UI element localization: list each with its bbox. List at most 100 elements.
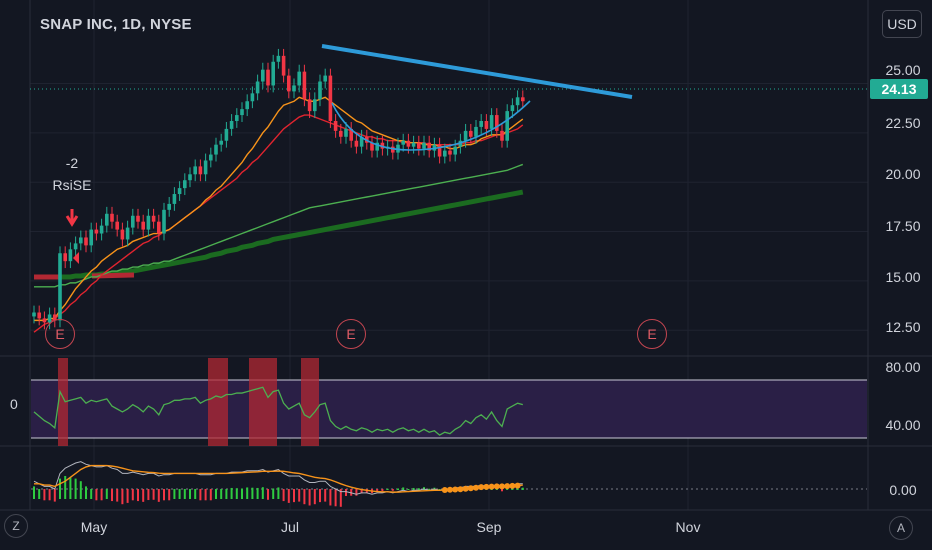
candle-body (167, 203, 171, 210)
macd-histogram-bar (209, 489, 212, 501)
candle-body (463, 130, 468, 141)
macd-histogram-bar (495, 489, 498, 490)
candle-body (32, 312, 36, 317)
candle-body (281, 55, 286, 76)
candle-body (250, 93, 255, 102)
candle-body (375, 142, 379, 151)
candle-body (79, 237, 83, 244)
sma-slow-line (34, 189, 524, 280)
candle-body (510, 105, 515, 112)
macd-histogram-bar (168, 489, 171, 501)
rsi-tick-label: 40.00 (885, 417, 921, 433)
candle-body (115, 221, 119, 230)
rsi-tick-label: 80.00 (885, 359, 921, 375)
last-price-tag: 24.13 (870, 79, 928, 99)
macd-histogram-bar (152, 489, 155, 500)
candle-body (443, 150, 447, 157)
candle-body (157, 221, 161, 234)
macd-histogram-bar (142, 489, 145, 502)
macd-histogram-bar (189, 489, 191, 499)
candle-body (99, 225, 104, 234)
candle-body (354, 140, 359, 147)
candle-body (245, 101, 249, 110)
macd-histogram-bar (407, 489, 410, 490)
y-tick-label: 17.50 (885, 218, 921, 234)
earnings-marker[interactable]: E (637, 319, 667, 349)
macd-marker (483, 483, 490, 490)
rsi-overbought-highlight (58, 358, 68, 446)
macd-histogram-bar (147, 489, 150, 501)
candle-body (500, 130, 504, 141)
cup-arc (331, 100, 531, 151)
macd-histogram-bar (178, 489, 181, 499)
candle-body (448, 150, 452, 155)
candle-body (328, 75, 333, 121)
zoom-toggle-button[interactable]: Z (4, 514, 28, 538)
macd-histogram-bar (131, 489, 134, 501)
candle-body (193, 166, 197, 175)
y-tick-label: 25.00 (885, 62, 921, 78)
macd-histogram-bar (256, 487, 259, 499)
macd-histogram-bar (163, 489, 165, 501)
candle-body (224, 128, 229, 141)
candle-body (53, 314, 57, 321)
candle-body (401, 140, 405, 145)
pane-separators (0, 0, 932, 511)
macd-marker (441, 487, 448, 494)
candle-body (58, 253, 62, 321)
macd-histogram-bar (246, 487, 249, 499)
y-tick-label: 22.50 (885, 115, 921, 131)
macd-histogram-bar (33, 486, 35, 499)
macd-histogram-bar (116, 489, 119, 502)
macd-histogram-bar (303, 489, 306, 505)
candle-body (110, 213, 114, 222)
candle-body (198, 166, 203, 175)
auto-scale-button[interactable]: A (889, 516, 913, 540)
macd-histogram-bar (319, 489, 321, 503)
candle-body (495, 115, 499, 131)
candle-body (411, 142, 416, 147)
candle-body (203, 160, 208, 175)
macd-histogram-bar (183, 489, 186, 499)
macd-histogram-bar (339, 489, 342, 507)
candle-body (339, 130, 343, 137)
macd-histogram-bar (173, 489, 176, 499)
earnings-marker[interactable]: E (45, 319, 75, 349)
candle-body (63, 253, 67, 262)
macd-histogram-bar (345, 489, 347, 496)
candle-body (68, 249, 73, 262)
macd-marker (509, 482, 516, 489)
macd-histogram-bar (215, 489, 217, 499)
annotation-value: -2 (65, 155, 79, 171)
candle-body (94, 229, 99, 234)
macd-histogram-bar (381, 489, 384, 492)
macd-histogram-bar (360, 489, 363, 494)
macd-histogram-bar (324, 489, 327, 502)
candle-body (183, 180, 187, 189)
candle-body (84, 237, 88, 246)
currency-button[interactable]: USD (882, 10, 922, 38)
candle-body (489, 115, 494, 129)
trendlines (65, 44, 633, 264)
candle-body (505, 111, 509, 141)
candle-body (131, 215, 135, 228)
macd-histogram-bar (241, 488, 243, 499)
candle-body (292, 85, 296, 92)
macd-histogram-bar (428, 488, 431, 490)
candle-body (73, 243, 78, 250)
candle-body (370, 142, 374, 151)
macd-histogram-bar (402, 487, 405, 490)
rsi-overbought-highlight (208, 358, 228, 446)
candle-body (125, 227, 130, 240)
macd-histogram-bar (220, 489, 223, 499)
candle-body (406, 140, 411, 147)
candle-body (240, 109, 244, 116)
rsi-line (33, 386, 523, 436)
candle-body (391, 146, 395, 153)
x-tick-label: Jul (281, 519, 299, 535)
chart-title: SNAP INC, 1D, NYSE (40, 16, 192, 33)
earnings-marker[interactable]: E (336, 319, 366, 349)
candle-body (427, 142, 431, 151)
macd-marker (499, 483, 505, 490)
